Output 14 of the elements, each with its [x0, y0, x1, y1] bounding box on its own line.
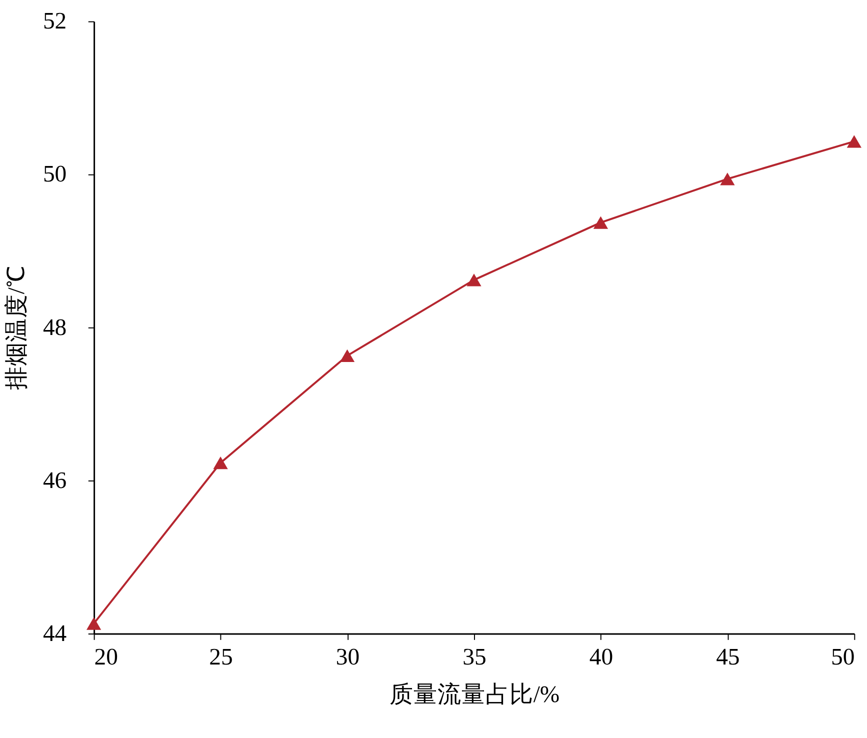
y-axis-title: 排烟温度/℃ [3, 266, 30, 390]
x-tick-label: 35 [462, 644, 486, 671]
x-axis-title: 质量流量占比/% [389, 681, 560, 708]
x-tick-label: 45 [716, 644, 740, 671]
y-tick-label: 46 [42, 468, 67, 494]
y-tick-label: 48 [42, 314, 67, 341]
y-tick-label: 50 [42, 162, 67, 188]
y-tick-label: 44 [42, 620, 67, 647]
y-tick-label: 52 [42, 8, 67, 35]
x-tick-label: 25 [209, 644, 233, 671]
x-tick-label: 40 [589, 644, 614, 671]
x-tick-label: 50 [830, 644, 855, 671]
x-tick-label: 20 [94, 644, 118, 671]
x-tick-label: 30 [336, 644, 360, 671]
